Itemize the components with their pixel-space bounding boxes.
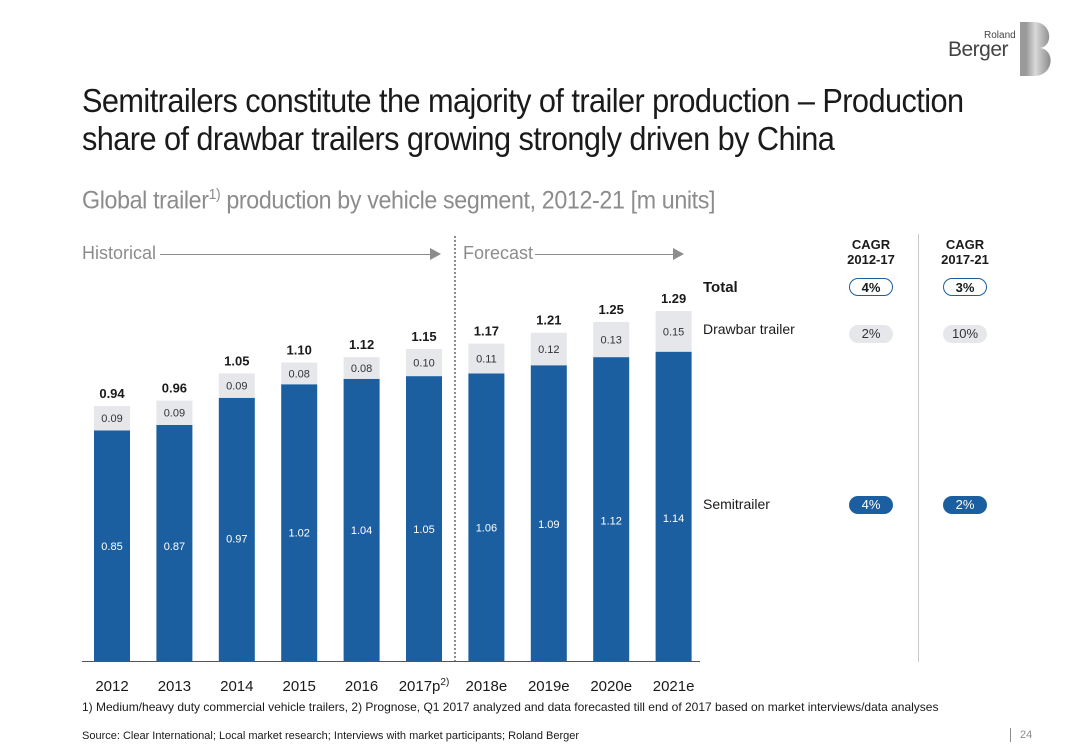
bar-drawbar-2020e [593, 321, 630, 358]
page-number: 24 [1020, 729, 1033, 741]
total-value-label: 0.94 [99, 386, 125, 401]
forecast-arrow-icon [673, 248, 684, 260]
drawbar-value-label: 0.09 [164, 408, 185, 420]
semitrailer-value-label: 1.05 [413, 524, 434, 536]
semitrailer-value-label: 0.87 [164, 541, 185, 553]
drawbar-value-label: 0.08 [351, 363, 372, 375]
x-axis-tick-label: 2015 [283, 678, 316, 695]
subtitle-footnote-ref: 1) [208, 186, 221, 203]
bar-semitrailer-2021e [655, 351, 692, 661]
bar-semitrailer-2016 [343, 378, 380, 661]
historical-arrow-icon [430, 248, 441, 260]
total-value-label: 1.05 [224, 353, 249, 368]
bar-semitrailer-2017p [406, 376, 442, 661]
bar-semitrailer-2012 [94, 430, 130, 661]
x-axis-tick-label: 2020e [590, 678, 632, 695]
drawbar-value-label: 0.09 [226, 381, 247, 393]
semitrailer-value-label: 0.97 [226, 534, 247, 546]
cagr-total-2012-17: 4% [849, 278, 893, 296]
historical-arrow-line [160, 254, 432, 255]
bar-drawbar-2016 [343, 357, 380, 379]
total-value-label: 1.21 [536, 313, 561, 328]
total-value-label: 1.29 [661, 291, 686, 306]
drawbar-value-label: 0.15 [663, 326, 684, 338]
row-label-total: Total [703, 279, 738, 296]
cagr-header-period: 2017-21 [941, 252, 989, 267]
cagr-header-period: 2012-17 [847, 252, 895, 267]
forecast-arrow-line [535, 254, 675, 255]
page-number-separator [1010, 728, 1011, 742]
x-axis-tick-label: 2017p2) [399, 677, 450, 695]
cagr-drawbar-2012-17: 2% [849, 325, 893, 343]
bar-drawbar-2012 [94, 405, 130, 431]
x-axis-tick-label: 2013 [158, 678, 191, 695]
bar-drawbar-2021e [655, 311, 692, 352]
total-value-label: 1.25 [599, 302, 624, 317]
logo-b-mark [1020, 22, 1051, 76]
cagr-header-label: CAGR [851, 237, 891, 252]
x-axis-tick-label: 2012 [95, 678, 128, 695]
cagr-column-divider [918, 234, 919, 662]
footnote: 1) Medium/heavy duty commercial vehicle … [82, 700, 939, 714]
subtitle-rest: production by vehicle segment, 2012-21 [… [220, 186, 716, 215]
x-axis-tick-label: 2021e [653, 678, 695, 695]
semitrailer-value-label: 1.12 [600, 515, 621, 527]
source-note: Source: Clear International; Local marke… [82, 730, 580, 742]
forecast-label: Forecast [463, 243, 534, 263]
cagr-drawbar-2017-21: 10% [943, 325, 987, 343]
subtitle-text: Global trailer [82, 186, 209, 215]
bar-semitrailer-2015 [281, 384, 318, 661]
row-label-semitrailer: Semitrailer [703, 496, 770, 512]
semitrailer-value-label: 1.09 [538, 519, 559, 531]
row-label-drawbar-trailer: Drawbar trailer [703, 321, 795, 337]
bar-drawbar-2018e [468, 343, 505, 374]
bar-drawbar-2015 [281, 362, 318, 385]
x-axis-tick-label: 2016 [345, 678, 378, 695]
x-axis-tick-label: 2014 [220, 678, 253, 695]
drawbar-value-label: 0.09 [101, 413, 122, 425]
logo-text-roland: Roland [984, 30, 1016, 41]
semitrailer-value-label: 1.04 [351, 525, 372, 537]
bar-semitrailer-2014 [218, 397, 255, 661]
drawbar-value-label: 0.12 [538, 344, 559, 356]
drawbar-value-label: 0.10 [413, 358, 434, 370]
logo-text-berger: Berger [948, 38, 1009, 61]
x-axis-tick-label: 2018e [466, 678, 508, 695]
drawbar-value-label: 0.13 [600, 334, 621, 346]
semitrailer-value-label: 1.02 [288, 527, 309, 539]
bar-semitrailer-2019e [530, 365, 567, 661]
total-value-label: 1.12 [349, 337, 374, 352]
cagr-header-2017-21: CAGR 2017-21 [925, 237, 1005, 267]
page-title: Semitrailers constitute the majority of … [82, 82, 964, 157]
roland-berger-logo: Roland Berger [944, 22, 1056, 78]
cagr-semitrailer-2017-21: 2% [943, 496, 987, 514]
total-value-label: 0.96 [162, 381, 187, 396]
cagr-total-2017-21: 3% [943, 278, 987, 296]
cagr-header-label: CAGR [945, 237, 985, 252]
total-value-label: 1.10 [287, 343, 312, 358]
bar-drawbar-2019e [530, 332, 567, 366]
bar-semitrailer-2013 [156, 424, 193, 661]
semitrailer-value-label: 1.06 [476, 523, 497, 535]
semitrailer-value-label: 0.85 [101, 541, 122, 553]
drawbar-value-label: 0.08 [288, 368, 309, 380]
x-axis-tick-label: 2019e [528, 678, 570, 695]
total-value-label: 1.15 [411, 329, 436, 344]
total-value-label: 1.17 [474, 324, 499, 339]
cagr-semitrailer-2012-17: 4% [849, 496, 893, 514]
historical-forecast-divider [454, 236, 456, 662]
semitrailer-value-label: 1.14 [663, 513, 684, 525]
bar-semitrailer-2018e [468, 373, 505, 661]
bar-drawbar-2014 [218, 373, 255, 398]
bar-semitrailer-2020e [593, 357, 630, 661]
bar-drawbar-2013 [156, 400, 193, 425]
x-axis-tick-superscript: 2) [440, 677, 449, 688]
cagr-header-2012-17: CAGR 2012-17 [831, 237, 911, 267]
chart-subtitle: Global trailer1) production by vehicle s… [82, 186, 715, 215]
drawbar-value-label: 0.11 [476, 353, 497, 365]
bar-drawbar-2017p [406, 348, 442, 377]
historical-label: Historical [82, 243, 157, 263]
